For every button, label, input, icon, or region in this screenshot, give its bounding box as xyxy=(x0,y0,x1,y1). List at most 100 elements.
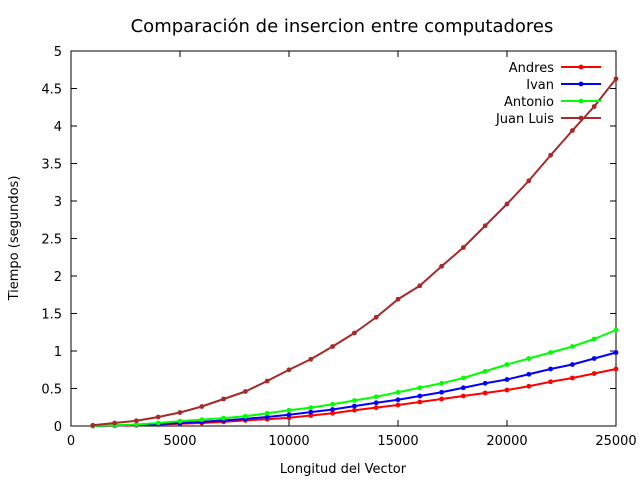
data-point xyxy=(482,390,488,396)
legend-swatch-point xyxy=(578,115,584,121)
data-point xyxy=(264,414,270,420)
data-point xyxy=(155,420,161,426)
data-point xyxy=(352,398,357,403)
data-point xyxy=(417,283,423,289)
data-point xyxy=(308,413,314,418)
data-point xyxy=(570,128,575,133)
data-point xyxy=(90,422,96,428)
data-point xyxy=(330,410,335,416)
data-point xyxy=(264,410,270,416)
legend-item: Andres xyxy=(509,61,601,76)
y-tick-label: 3.5 xyxy=(41,158,62,173)
data-point xyxy=(373,405,379,411)
data-point xyxy=(613,76,619,82)
data-point xyxy=(330,407,335,412)
legend-item: Juan Luis xyxy=(495,112,601,127)
data-point xyxy=(134,422,139,427)
data-point xyxy=(417,385,423,391)
x-tick-label: 15000 xyxy=(377,434,418,449)
chart-title: Comparación de insercion entre computado… xyxy=(131,16,554,37)
data-point xyxy=(286,412,292,418)
series-antonio xyxy=(90,327,619,429)
data-point xyxy=(548,366,553,372)
data-point xyxy=(526,178,532,184)
data-point xyxy=(504,387,510,393)
data-point xyxy=(461,393,466,399)
data-point xyxy=(177,410,183,415)
legend: Andres Ivan Antonio Juan Luis xyxy=(495,61,601,127)
data-point xyxy=(548,350,553,355)
data-point xyxy=(504,201,510,207)
data-point xyxy=(461,385,466,391)
data-point xyxy=(591,104,597,109)
data-point xyxy=(352,403,357,409)
x-tick-label: 10000 xyxy=(268,434,309,449)
data-point xyxy=(395,389,401,395)
data-point xyxy=(548,152,553,158)
legend-swatch-point xyxy=(578,64,584,70)
data-point xyxy=(264,378,270,384)
data-point xyxy=(373,394,379,400)
data-point xyxy=(373,400,379,406)
data-point xyxy=(243,389,248,394)
y-tick-label: 1.5 xyxy=(41,308,62,323)
series-line xyxy=(92,368,617,427)
data-point xyxy=(570,362,575,367)
series-juan-luis xyxy=(90,76,619,428)
data-point xyxy=(395,296,401,302)
data-point xyxy=(395,397,401,403)
legend-item: Ivan xyxy=(526,78,601,93)
data-point xyxy=(330,401,335,407)
y-tick-label: 2 xyxy=(54,270,62,285)
data-point xyxy=(221,396,227,402)
data-point xyxy=(439,389,444,395)
data-point xyxy=(526,356,532,361)
legend-swatch-point xyxy=(578,81,584,87)
x-tick-label: 5000 xyxy=(163,434,196,449)
x-axis-label: Longitud del Vector xyxy=(280,462,407,477)
y-tick-label: 2.5 xyxy=(41,233,62,248)
data-point xyxy=(482,223,488,229)
legend-label: Juan Luis xyxy=(495,112,554,127)
data-point xyxy=(352,407,357,413)
x-tick-label: 0 xyxy=(67,434,75,449)
data-point xyxy=(548,379,553,385)
data-point xyxy=(570,344,575,349)
data-point xyxy=(461,375,466,381)
y-tick-label: 4.5 xyxy=(41,83,62,98)
data-point xyxy=(570,375,575,381)
data-point xyxy=(613,350,619,355)
legend-label: Andres xyxy=(509,61,554,76)
plot-series xyxy=(90,76,619,429)
data-point xyxy=(243,413,248,419)
data-point xyxy=(482,368,488,374)
data-point xyxy=(177,418,183,424)
y-tick-label: 4 xyxy=(54,120,62,135)
y-tick-label: 5 xyxy=(54,45,62,60)
y-axis-label: Tiempo (segundos) xyxy=(7,176,22,302)
y-tick-label: 3 xyxy=(54,195,62,210)
x-tick-label: 25000 xyxy=(595,434,636,449)
data-point xyxy=(439,380,444,386)
x-axis: 0 5000 10000 15000 20000 25000 xyxy=(67,51,637,449)
series-andres xyxy=(90,366,619,429)
data-point xyxy=(221,415,227,421)
data-point xyxy=(155,414,161,420)
series-ivan xyxy=(90,350,619,429)
data-point xyxy=(286,407,292,413)
data-point xyxy=(526,383,532,389)
data-point xyxy=(308,405,314,411)
data-point xyxy=(439,396,444,402)
y-axis: 0 0.5 1 1.5 2 2.5 3 3.5 4 4.5 5 xyxy=(41,45,616,435)
data-point xyxy=(199,404,205,409)
data-point xyxy=(526,371,532,377)
data-point xyxy=(395,402,401,408)
legend-item: Antonio xyxy=(504,95,601,110)
data-point xyxy=(308,356,314,362)
y-tick-label: 0 xyxy=(54,420,62,435)
data-point xyxy=(199,417,205,423)
data-point xyxy=(308,409,314,415)
x-tick-label: 20000 xyxy=(486,434,527,449)
data-point xyxy=(461,245,466,250)
